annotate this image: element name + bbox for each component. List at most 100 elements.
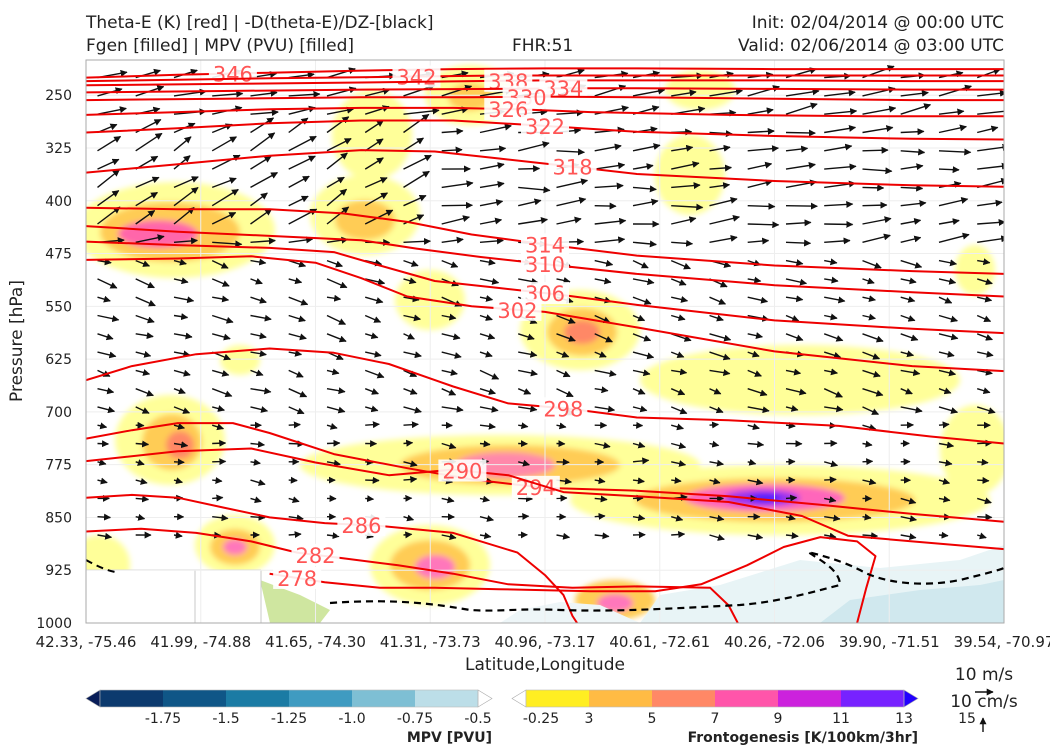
wind-vector	[709, 369, 731, 377]
wind-vector	[671, 442, 687, 450]
wind-vector	[670, 259, 691, 270]
wind-vector	[747, 423, 760, 431]
wind-vector	[250, 332, 267, 340]
wind-vector	[479, 237, 504, 245]
wind-vector	[900, 515, 917, 523]
colorbar-tick-label: -1.75	[145, 711, 181, 727]
wind-vector	[594, 495, 608, 503]
wind-vector	[173, 441, 189, 449]
wind-vector	[326, 439, 341, 447]
wind-vector	[288, 496, 300, 504]
wind-vector	[441, 369, 458, 376]
wind-vector	[326, 152, 348, 170]
wind-vector	[364, 314, 382, 323]
wind-vector	[518, 141, 550, 152]
wind-vector	[173, 531, 183, 539]
wind-vector	[709, 477, 721, 485]
y-tick-label: 925	[45, 563, 72, 579]
forecast-hour: FHR:51	[512, 36, 574, 56]
wind-vector	[632, 185, 657, 193]
theta-e-line-290	[86, 447, 1004, 551]
colorbar-outline	[525, 689, 905, 708]
wind-vector	[326, 294, 342, 302]
wind-vector	[479, 333, 496, 340]
wind-vector	[288, 195, 309, 207]
wind-vector	[594, 386, 609, 394]
wind-vector	[747, 237, 770, 245]
wind-vector	[135, 513, 146, 521]
wind-vector	[135, 278, 155, 289]
wind-vector	[785, 422, 796, 429]
wind-vector	[135, 314, 155, 324]
wind-vector	[709, 314, 724, 322]
wind-vector	[747, 350, 760, 358]
colorbar-tick-label: -0.5	[464, 711, 491, 727]
wind-vector	[709, 214, 740, 225]
colorbar-swatch	[778, 690, 842, 707]
wind-vector	[785, 295, 804, 303]
wind-vector	[594, 182, 624, 190]
wind-vector	[403, 421, 419, 429]
wind-vector	[709, 182, 731, 190]
colorbar-extend-left	[85, 689, 101, 708]
x-tick-label: 41.65, -74.30	[265, 633, 366, 651]
wind-vector	[250, 89, 278, 97]
y-axis-label: Pressure [hPa]	[7, 280, 27, 402]
ref-vector-horizontal-label: 10 m/s	[955, 665, 1013, 685]
wind-vector	[479, 278, 500, 285]
wind-vector	[479, 123, 512, 134]
wind-vector	[785, 102, 818, 115]
wind-vector	[250, 258, 267, 266]
wind-vector	[632, 514, 646, 522]
wind-vector	[594, 512, 606, 520]
x-axis-label: Latitude,Longitude	[465, 655, 625, 675]
y-tick-label: 475	[45, 247, 72, 263]
colorbar-tick-label: 9	[774, 711, 783, 727]
wind-vector	[556, 351, 570, 358]
wind-vector	[632, 296, 652, 305]
wind-vector	[900, 218, 922, 225]
plot-frame	[85, 59, 1005, 624]
wind-vector	[747, 458, 757, 466]
wind-vector	[97, 440, 109, 448]
wind-vector	[785, 388, 807, 396]
wind-vector	[441, 442, 457, 450]
wind-vector	[747, 107, 774, 115]
wind-vector	[747, 221, 780, 229]
wind-vector	[479, 350, 493, 358]
wind-vector	[97, 513, 111, 521]
wind-vector	[211, 423, 225, 431]
wind-vector	[900, 369, 921, 377]
wind-vector	[403, 531, 413, 539]
wind-vector	[785, 145, 809, 153]
wind-vector	[900, 200, 927, 207]
wind-vector	[326, 137, 352, 152]
colorbar-swatch	[526, 690, 590, 707]
wind-vector	[365, 278, 386, 286]
wind-vector	[135, 495, 150, 503]
wind-vector	[403, 314, 421, 322]
theta-e-line-302	[86, 255, 1004, 373]
wind-vector	[823, 351, 842, 359]
wind-vector	[785, 494, 798, 502]
wind-vector	[250, 513, 266, 521]
wind-vector	[326, 422, 338, 430]
wind-vector	[671, 239, 694, 247]
wind-vector	[976, 314, 992, 323]
wind-vector	[977, 258, 991, 266]
wind-vector	[824, 296, 846, 304]
wind-vector	[709, 440, 720, 448]
wind-vector	[977, 350, 994, 358]
wind-vector	[479, 180, 505, 189]
wind-vector	[594, 217, 627, 225]
theta-e-label-bg	[493, 298, 542, 321]
y-tick-label: 550	[45, 299, 72, 315]
wind-vector	[785, 202, 818, 210]
colorbar-swatch	[715, 690, 779, 707]
wind-vector	[518, 217, 548, 225]
wind-vector	[938, 421, 950, 429]
wind-vector	[403, 351, 422, 359]
wind-vector	[518, 422, 529, 430]
wind-vector	[709, 296, 727, 305]
wind-vector	[709, 144, 731, 152]
